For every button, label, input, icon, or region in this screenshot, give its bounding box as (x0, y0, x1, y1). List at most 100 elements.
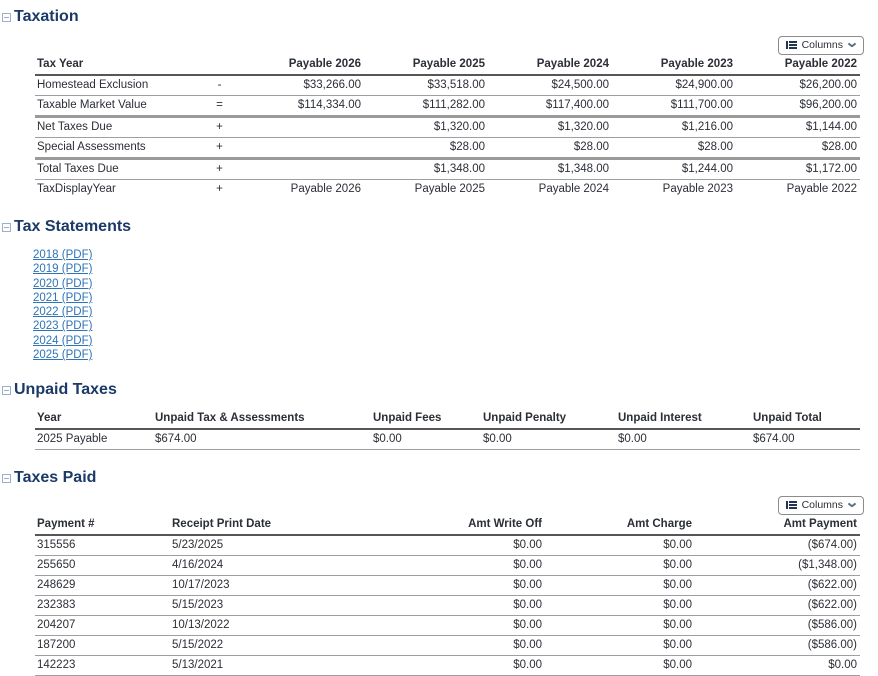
collapse-icon[interactable] (2, 12, 11, 22)
column-header: Year (35, 409, 153, 431)
unpaid-row: 2025 Payable $674.00 $0.00 $0.00 $0.00 $674.0… (35, 429, 860, 451)
tax-statement-link[interactable]: 2021 (PDF) (33, 291, 93, 304)
cell-value: 10/17/2023 (170, 575, 410, 597)
chevron-down-icon (848, 43, 856, 48)
columns-button[interactable]: Columns (777, 496, 864, 516)
cell-value: $0.00 (481, 429, 616, 451)
taxation-row: Taxable Market Value = $114,334.00 $111,282… (35, 95, 860, 118)
cell-value: $117,400.00 (488, 95, 612, 118)
cell-value: 5/13/2021 (170, 655, 410, 676)
cell-value: $0.00 (545, 535, 695, 557)
cell-value: $1,216.00 (612, 116, 736, 138)
cell-value: $0.00 (410, 575, 545, 597)
cell-value: 315556 (35, 535, 170, 557)
cell-value: 187200 (35, 635, 170, 657)
tax-statement-link[interactable]: 2019 (PDF) (33, 263, 93, 276)
cell-value: 2025 Payable (35, 429, 153, 451)
collapse-icon[interactable] (2, 385, 11, 395)
payment-row: 142223 5/13/2021 $0.00 $0.00 $0.00 (35, 655, 860, 676)
row-label: Homestead Exclusion (35, 75, 200, 96)
taxation-table: Tax Year Payable 2026 Payable 2025 Payable … (35, 55, 860, 199)
payment-row: 232383 5/15/2023 $0.00 $0.00 ($622.00) (35, 595, 860, 617)
tax-statement-link[interactable]: 2018 (PDF) (33, 249, 93, 261)
column-header: Unpaid Total (751, 409, 860, 431)
columns-icon (785, 501, 797, 510)
columns-icon (785, 41, 797, 50)
row-label: Special Assessments (35, 137, 200, 160)
cell-value: 5/23/2025 (170, 535, 410, 557)
payment-row: 255650 4/16/2024 $0.00 $0.00 ($1,348.00) (35, 555, 860, 577)
cell-value: $0.00 (695, 655, 860, 676)
column-header: Amt Payment (695, 515, 860, 537)
taxation-row: Total Taxes Due + $1,348.00 $1,348.00 $1,244… (35, 158, 860, 180)
column-header: Receipt Print Date (170, 515, 410, 537)
cell-value: $0.00 (545, 595, 695, 617)
cell-value: $0.00 (410, 555, 545, 577)
cell-value (240, 158, 364, 180)
cell-value: $0.00 (410, 535, 545, 557)
columns-button-label: Columns (801, 39, 843, 51)
cell-value: $0.00 (410, 595, 545, 617)
cell-value: $0.00 (545, 575, 695, 597)
cell-value: Payable 2024 (538, 183, 609, 195)
cell-value: $1,348.00 (488, 158, 612, 180)
cell-value: $0.00 (371, 429, 481, 451)
taxation-row: TaxDisplayYear + Payable 2026 Payable 2025 P… (35, 180, 860, 200)
taxes-paid-heading: Taxes Paid (2, 469, 864, 487)
cell-value: $1,320.00 (364, 116, 488, 138)
tax-statements-links: 2018 (PDF) 2019 (PDF) 2020 (PDF) 2021 (PDF)… (33, 248, 864, 362)
cell-value: $1,348.00 (364, 158, 488, 180)
tax-statement-link[interactable]: 2025 (PDF) (33, 349, 93, 362)
cell-value: ($674.00) (695, 535, 860, 557)
taxation-column-header (200, 55, 240, 76)
payment-row: 204207 10/13/2022 $0.00 $0.00 ($586.00) (35, 615, 860, 637)
paid-header-row: Payment # Receipt Print Date Amt Write Off… (35, 515, 860, 537)
unpaid-taxes-heading: Unpaid Taxes (2, 381, 864, 399)
taxes-paid-table: Payment # Receipt Print Date Amt Write Off… (35, 515, 860, 676)
cell-value: $0.00 (410, 615, 545, 637)
payment-row: 187200 5/15/2022 $0.00 $0.00 ($586.00) (35, 635, 860, 657)
cell-value: Payable 2023 (662, 183, 733, 195)
tax-statements-heading: Tax Statements (2, 218, 864, 236)
taxation-column-header: Payable 2022 (736, 55, 860, 76)
cell-value: 248629 (35, 575, 170, 597)
cell-value: $24,900.00 (612, 75, 736, 96)
tax-statement-link[interactable]: 2020 (PDF) (33, 277, 93, 290)
unpaid-header-row: Year Unpaid Tax & Assessments Unpaid Fees U… (35, 409, 860, 431)
taxation-title: Taxation (14, 8, 79, 25)
cell-value: ($586.00) (695, 635, 860, 657)
taxation-column-header: Payable 2024 (488, 55, 612, 76)
section-taxes-paid: Taxes Paid Columns Payment # Receipt Prin… (2, 469, 864, 676)
unpaid-taxes-title: Unpaid Taxes (14, 381, 117, 399)
cell-value: 5/15/2022 (170, 635, 410, 657)
column-header: Payment # (35, 515, 170, 537)
payment-row: 315556 5/23/2025 $0.00 $0.00 ($674.00) (35, 535, 860, 557)
collapse-icon[interactable] (2, 222, 11, 232)
cell-value: Payable 2022 (786, 183, 857, 195)
cell-value: $1,244.00 (612, 158, 736, 180)
taxation-row: Homestead Exclusion - $33,266.00 $33,518.00… (35, 75, 860, 96)
cell-value: $111,282.00 (364, 95, 488, 118)
taxation-row: Special Assessments + $28.00 $28.00 $28.00 $2… (35, 137, 860, 160)
column-header: Unpaid Interest (616, 409, 751, 431)
collapse-icon[interactable] (2, 473, 11, 483)
cell-value: + (200, 116, 240, 138)
tax-statement-link[interactable]: 2022 (PDF) (33, 306, 93, 319)
cell-value: $674.00 (153, 429, 371, 451)
taxation-column-header: Tax Year (35, 55, 200, 76)
cell-value: $28.00 (736, 137, 860, 160)
cell-value: + (200, 137, 240, 160)
cell-value: ($1,348.00) (695, 555, 860, 577)
cell-value: $26,200.00 (736, 75, 860, 96)
columns-button-label: Columns (801, 499, 843, 512)
tax-statement-link[interactable]: 2023 (PDF) (33, 320, 93, 333)
column-header: Unpaid Fees (371, 409, 481, 431)
cell-value: 142223 (35, 655, 170, 676)
cell-value: $0.00 (410, 635, 545, 657)
columns-button[interactable]: Columns (777, 36, 864, 55)
cell-value: $28.00 (364, 137, 488, 160)
cell-value: $0.00 (545, 615, 695, 637)
cell-value: $1,320.00 (488, 116, 612, 138)
tax-statement-link[interactable]: 2024 (PDF) (33, 334, 93, 347)
